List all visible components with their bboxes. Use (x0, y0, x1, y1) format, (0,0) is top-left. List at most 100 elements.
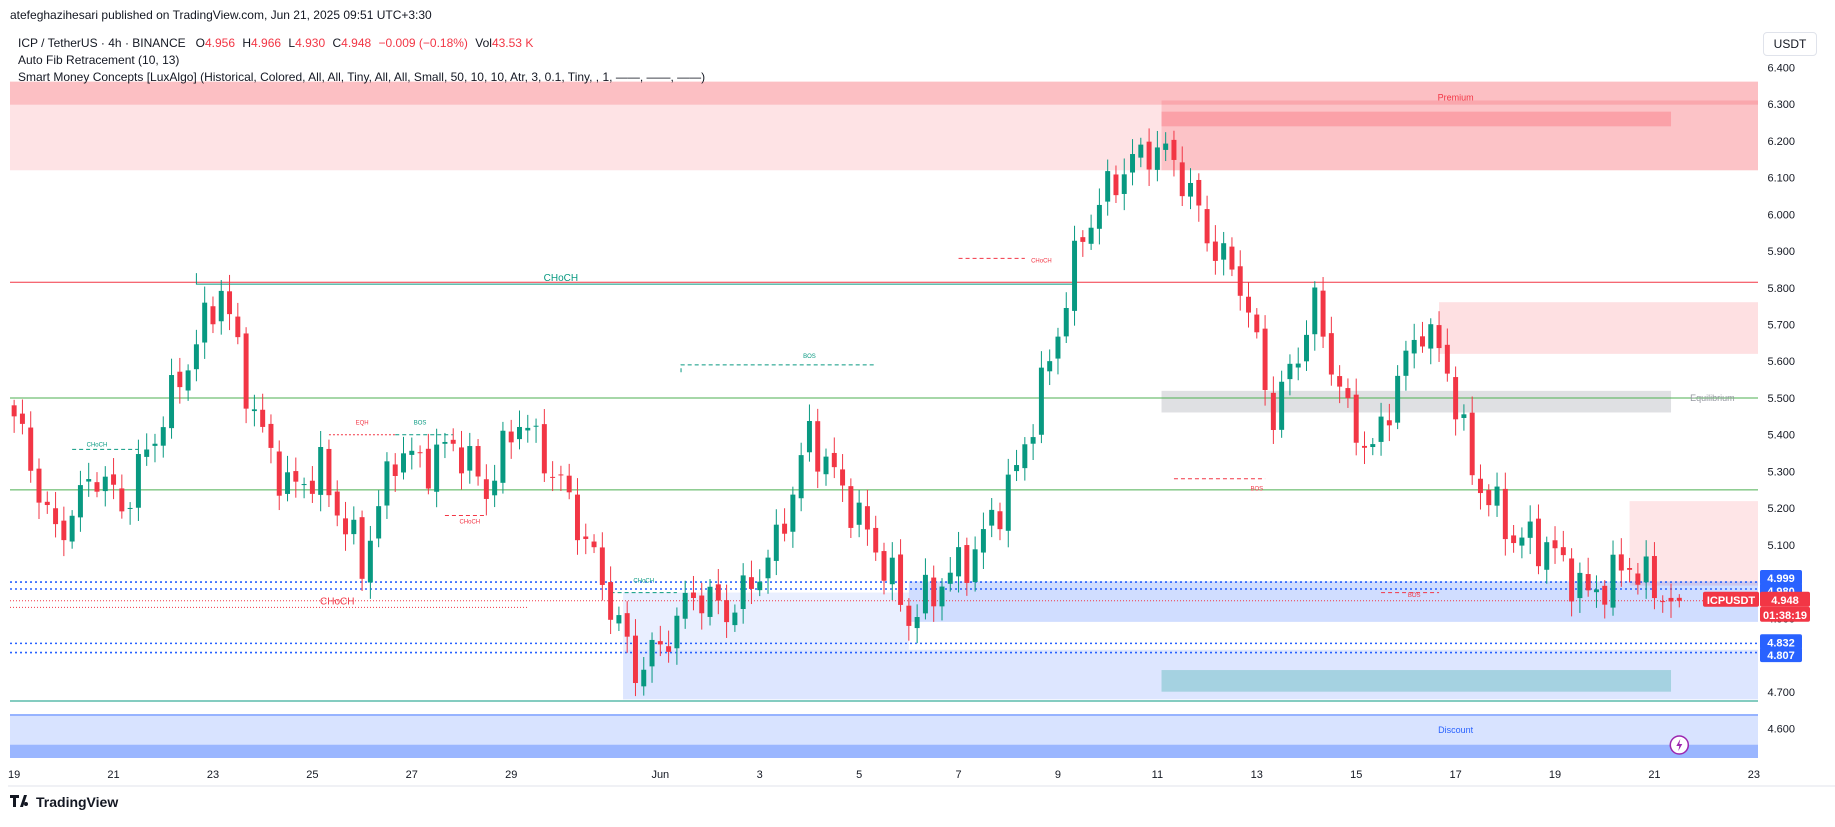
candle-body (1461, 414, 1467, 418)
indicator-smc[interactable]: Smart Money Concepts [LuxAlgo] (Historic… (18, 70, 706, 84)
x-tick-label: 17 (1449, 769, 1461, 781)
close-label: C (332, 36, 342, 50)
candle-body (152, 443, 158, 446)
tradingview-footer[interactable]: TradingView (10, 794, 118, 810)
candle-body (649, 639, 655, 667)
candle-body (160, 427, 166, 446)
demand-block-inner (1161, 670, 1672, 692)
x-tick-label: 21 (1648, 769, 1660, 781)
candle-body (169, 375, 175, 429)
candle-body (318, 446, 324, 495)
candle-body (972, 549, 978, 583)
candle-body (425, 448, 431, 489)
volume-label: Vol (475, 36, 492, 50)
candle-body (1204, 209, 1210, 244)
x-tick-label: 19 (8, 769, 20, 781)
candle-body (86, 479, 92, 482)
candle-body (260, 409, 266, 427)
candle-body (1444, 344, 1450, 374)
candle-body (1022, 444, 1028, 469)
candle-body (550, 476, 556, 478)
candle-body (19, 413, 25, 424)
candle-body (1212, 241, 1218, 261)
candle-body (235, 316, 241, 338)
x-tick-label: 9 (1055, 769, 1061, 781)
candle-body (641, 669, 647, 687)
candle-body (376, 506, 382, 539)
currency-selector[interactable]: USDT (1763, 32, 1817, 56)
candle-body (384, 461, 390, 506)
x-tick-label: 15 (1350, 769, 1362, 781)
price-level-label-bg (1760, 647, 1802, 663)
candle-body (127, 507, 133, 509)
close-value: 4.948 (341, 36, 372, 50)
candle-body (409, 450, 415, 455)
candle-body (1668, 597, 1674, 602)
y-tick-label: 5.900 (1767, 246, 1795, 258)
candle-body (53, 508, 59, 525)
discount-zone (10, 714, 1758, 758)
candle-body (566, 475, 572, 493)
candle-body (483, 479, 489, 499)
y-tick-label: 6.000 (1767, 209, 1795, 221)
candle-body (956, 547, 962, 577)
candle-body (508, 431, 514, 443)
candle-body (889, 557, 895, 585)
bos-line-1 (680, 364, 876, 373)
discount-zone-bottom (10, 744, 1758, 758)
candle-body (276, 451, 282, 496)
candle-body (119, 488, 125, 512)
candle-body (268, 423, 274, 448)
candle-body (1585, 574, 1591, 591)
candle-body (989, 509, 995, 526)
candle-body (1494, 486, 1500, 506)
candle-body (517, 426, 522, 440)
candle-body (1237, 266, 1243, 296)
candle-body (434, 444, 440, 492)
candle-body (583, 536, 589, 539)
symbol-label[interactable]: ICP / TetherUS · 4h · BINANCE (18, 36, 186, 50)
candle-body (1270, 392, 1276, 430)
supply-block-inner (1161, 111, 1672, 127)
candle-body (997, 511, 1003, 530)
candle-body (1096, 204, 1102, 229)
candle-body (914, 617, 920, 629)
candle-body (815, 421, 821, 472)
x-tick-label: 19 (1549, 769, 1561, 781)
candle-body (748, 577, 754, 589)
candle-body (144, 449, 150, 457)
candle-body (1279, 381, 1285, 430)
structure-label: CHoCH (459, 520, 480, 526)
candle-body (840, 469, 846, 486)
candle-body (632, 635, 638, 684)
candle-body (881, 551, 887, 581)
candle-body (467, 446, 473, 471)
candle-body (111, 474, 117, 485)
candle-body (674, 615, 680, 649)
low-value: 4.930 (295, 36, 326, 50)
candle-body (218, 290, 224, 322)
price-level-label: 4.999 (1767, 573, 1795, 585)
candle-body (1378, 416, 1384, 442)
candle-body (1519, 537, 1525, 546)
open-value: 4.956 (204, 36, 236, 50)
x-tick-label: 11 (1152, 769, 1163, 781)
indicator-fib[interactable]: Auto Fib Retracement (10, 13) (18, 53, 180, 67)
candle-body (459, 447, 464, 474)
countdown-label: 01:38:19 (1763, 610, 1807, 622)
symbol-row[interactable]: ICP / TetherUS · 4h · BINANCE O4.956 H4.… (18, 35, 705, 52)
candle-body (574, 494, 580, 541)
candle-body (740, 575, 746, 610)
candle-body (351, 519, 357, 535)
x-tick-label: 23 (207, 769, 219, 781)
candle-body (285, 472, 291, 494)
candle-body (1312, 287, 1318, 335)
candle-body (392, 464, 398, 476)
candle-body (1436, 325, 1442, 349)
candle-body (1411, 339, 1417, 354)
candle-body (666, 646, 672, 652)
structure-label: BOS (803, 354, 816, 360)
candle-body (1088, 227, 1094, 244)
